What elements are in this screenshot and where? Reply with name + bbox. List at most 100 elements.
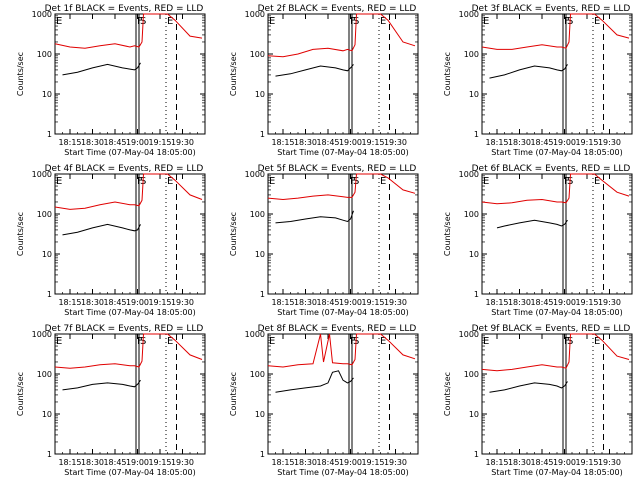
x-tick-label: 18:45: [103, 298, 126, 307]
series-line-events: [62, 62, 141, 76]
marker-label: F: [564, 176, 570, 187]
x-tick-label: 19:30: [598, 458, 621, 467]
marker-label: F: [137, 176, 143, 187]
marker-label: F: [350, 176, 356, 187]
y-axis-label: Counts/sec: [443, 212, 452, 256]
y-axis-label: Counts/sec: [443, 372, 452, 416]
y-tick-label: 1000: [32, 170, 52, 179]
x-tick-label: 19:30: [384, 138, 407, 147]
y-tick-label: 10: [42, 410, 52, 419]
y-tick-label: 1000: [459, 330, 479, 339]
marker-label: E: [483, 176, 489, 187]
panel-title: Det 7f BLACK = Events, RED = LLD: [45, 324, 204, 334]
panel-title: Det 4f BLACK = Events, RED = LLD: [45, 164, 204, 174]
x-tick-label: 18:30: [508, 138, 531, 147]
y-tick-label: 100: [250, 370, 265, 379]
panel-3: Det 3f BLACK = Events, RED = LLD 1 10 100 10…: [443, 4, 633, 157]
marker-label: E: [269, 16, 275, 27]
panel-6: Det 6f BLACK = Events, RED = LLD 1 10 100 10…: [443, 164, 633, 317]
y-axis-label: Counts/sec: [229, 212, 238, 256]
series-line-events: [275, 370, 354, 393]
x-tick-label: 18:15: [485, 458, 508, 467]
marker-label: E: [56, 176, 62, 187]
marker-label: E: [167, 16, 173, 27]
x-tick-label: 19:00: [553, 298, 576, 307]
x-axis-label: Start Time (07-May-04 18:05:00): [277, 308, 408, 317]
x-tick-label: 18:15: [271, 138, 294, 147]
series-line-lld: [481, 173, 630, 205]
marker-label: E: [594, 16, 600, 27]
y-tick-label: 10: [469, 410, 479, 419]
x-tick-label: 18:45: [530, 298, 553, 307]
series-line-events: [275, 210, 354, 224]
y-tick-label: 100: [37, 370, 52, 379]
x-axis-label: Start Time (07-May-04 18:05:00): [491, 148, 622, 157]
x-tick-label: 18:45: [103, 138, 126, 147]
y-tick-label: 10: [255, 250, 265, 259]
x-tick-label: 19:00: [126, 138, 149, 147]
series-line-events: [496, 219, 568, 229]
x-axis-label: Start Time (07-May-04 18:05:00): [277, 148, 408, 157]
y-tick-label: 1: [260, 450, 265, 459]
marker-label: E: [483, 16, 489, 27]
x-tick-label: 19:00: [339, 138, 362, 147]
panel-title: Det 3f BLACK = Events, RED = LLD: [472, 4, 631, 14]
x-tick-label: 18:15: [58, 298, 81, 307]
series-line-lld: [54, 333, 203, 369]
marker-label: E: [380, 16, 386, 27]
y-tick-label: 1000: [245, 170, 265, 179]
x-tick-label: 19:15: [148, 458, 171, 467]
series-line-lld: [267, 333, 416, 368]
series-line-events: [489, 381, 568, 393]
x-tick-label: 18:15: [485, 298, 508, 307]
panel-9: Det 9f BLACK = Events, RED = LLD 1 10 100 10…: [443, 324, 633, 477]
x-tick-label: 19:30: [598, 138, 621, 147]
x-tick-label: 19:15: [361, 138, 384, 147]
x-tick-label: 18:15: [485, 138, 508, 147]
series-line-events: [489, 64, 568, 79]
x-tick-label: 19:30: [598, 298, 621, 307]
y-tick-label: 1000: [32, 330, 52, 339]
panel-8: Det 8f BLACK = Events, RED = LLD 1 10 100 10…: [229, 324, 419, 477]
x-tick-label: 19:15: [148, 298, 171, 307]
marker-label: F: [564, 16, 570, 27]
y-tick-label: 10: [255, 410, 265, 419]
y-tick-label: 1000: [459, 170, 479, 179]
marker-label: E: [269, 176, 275, 187]
y-tick-label: 1000: [32, 10, 52, 19]
series-line-events: [275, 64, 354, 77]
marker-label: E: [167, 336, 173, 347]
x-axis-label: Start Time (07-May-04 18:05:00): [491, 468, 622, 477]
marker-label: E: [380, 336, 386, 347]
x-tick-label: 19:00: [553, 458, 576, 467]
marker-label: E: [594, 176, 600, 187]
y-tick-label: 1000: [245, 330, 265, 339]
y-axis-label: Counts/sec: [229, 52, 238, 96]
x-tick-label: 19:15: [361, 458, 384, 467]
x-tick-label: 18:15: [271, 458, 294, 467]
series-line-lld: [54, 13, 203, 49]
panel-5: Det 5f BLACK = Events, RED = LLD 1 10 100 10…: [229, 164, 419, 317]
x-tick-label: 18:30: [294, 458, 317, 467]
x-tick-label: 19:00: [126, 298, 149, 307]
marker-label: E: [269, 336, 275, 347]
y-tick-label: 10: [42, 90, 52, 99]
x-axis-label: Start Time (07-May-04 18:05:00): [277, 468, 408, 477]
series-line-lld: [267, 13, 416, 58]
marker-label: F: [137, 336, 143, 347]
x-tick-label: 18:30: [294, 298, 317, 307]
panel-title: Det 6f BLACK = Events, RED = LLD: [472, 164, 631, 174]
y-axis-label: Counts/sec: [443, 52, 452, 96]
marker-label: E: [167, 176, 173, 187]
x-tick-label: 19:15: [361, 298, 384, 307]
x-tick-label: 18:15: [58, 138, 81, 147]
x-tick-label: 18:15: [58, 458, 81, 467]
x-tick-label: 19:15: [148, 138, 171, 147]
x-tick-label: 18:30: [81, 458, 104, 467]
x-tick-label: 18:45: [530, 138, 553, 147]
x-tick-label: 19:00: [339, 298, 362, 307]
y-axis-label: Counts/sec: [229, 372, 238, 416]
y-tick-label: 1: [47, 450, 52, 459]
y-axis-label: Counts/sec: [16, 212, 25, 256]
